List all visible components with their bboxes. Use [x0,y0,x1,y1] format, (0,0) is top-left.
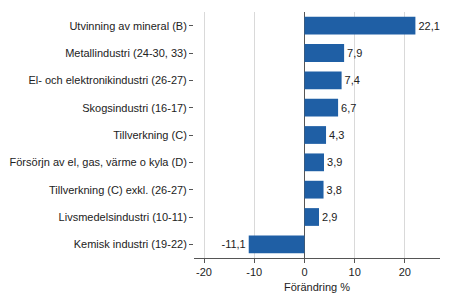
svg-text:3,8: 3,8 [327,184,342,196]
svg-text:-20: -20 [196,266,212,278]
svg-text:2,9: 2,9 [322,211,337,223]
svg-text:20: 20 [399,266,411,278]
svg-text:Tillverkning (C) exkl. (26-27): Tillverkning (C) exkl. (26-27) [49,184,187,196]
svg-text:Kemisk industri (19-22): Kemisk industri (19-22) [74,238,187,250]
svg-text:0: 0 [301,266,307,278]
svg-text:-10: -10 [246,266,262,278]
svg-text:7,4: 7,4 [345,74,360,86]
svg-text:10: 10 [349,266,361,278]
svg-text:22,1: 22,1 [418,20,439,32]
svg-text:Tillverkning (C): Tillverkning (C) [113,129,187,141]
svg-text:Utvinning av mineral (B): Utvinning av mineral (B) [69,20,186,32]
svg-text:6,7: 6,7 [341,102,356,114]
svg-text:Försörjn av el, gas, värme o k: Försörjn av el, gas, värme o kyla (D) [10,156,187,168]
svg-text:-11,1: -11,1 [221,238,245,250]
svg-text:7,9: 7,9 [347,47,362,59]
svg-text:Förändring %: Förändring % [284,281,350,293]
svg-text:3,9: 3,9 [327,156,342,168]
svg-text:Skogsindustri (16-17): Skogsindustri (16-17) [82,102,187,114]
svg-text:Metallindustri (24-30, 33): Metallindustri (24-30, 33) [65,47,187,59]
svg-text:4,3: 4,3 [329,129,344,141]
svg-text:Livsmedelsindustri (10-11): Livsmedelsindustri (10-11) [59,211,187,223]
svg-text:El- och elektronikindustri (26: El- och elektronikindustri (26-27) [28,74,186,86]
